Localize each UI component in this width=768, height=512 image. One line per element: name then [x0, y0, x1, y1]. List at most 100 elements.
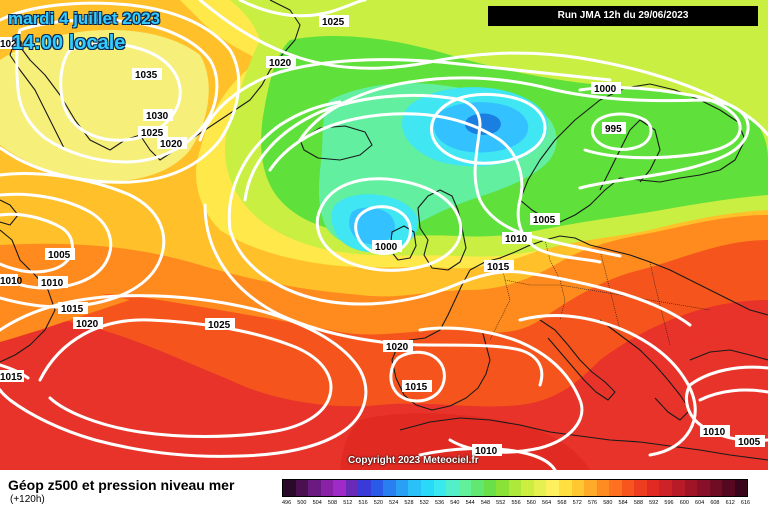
isobar-1015-long	[227, 100, 692, 327]
scale-swatch-8	[383, 480, 396, 496]
svg-text:1030: 1030	[146, 111, 169, 122]
isobar-1010-africa	[418, 446, 557, 470]
svg-text:1020: 1020	[76, 319, 99, 330]
scale-label-14: 552	[496, 500, 506, 506]
forecast-offset: (+120h)	[10, 494, 45, 505]
iso-label-1025-top: 1025	[319, 15, 349, 28]
scale-label-11: 540	[450, 500, 460, 506]
iso-label-1010-denmark: 1010	[502, 232, 532, 245]
run-info-banner: Run JMA 12h du 29/06/2023	[488, 6, 758, 26]
coast-france-iberia	[391, 269, 491, 411]
iso-label-1010-west: 1010	[38, 276, 68, 289]
coast-balkans	[599, 319, 691, 421]
scale-label-16: 560	[526, 500, 536, 506]
scale-swatch-24	[584, 480, 597, 496]
scale-swatch-35	[722, 480, 735, 496]
scale-swatch-22	[559, 480, 572, 496]
scale-swatch-30	[659, 480, 672, 496]
scale-label-6: 520	[373, 500, 383, 506]
scale-swatch-11	[421, 480, 434, 496]
svg-text:1020: 1020	[0, 39, 23, 50]
scale-label-8: 528	[404, 500, 414, 506]
svg-text:1010: 1010	[505, 234, 528, 245]
svg-text:1025: 1025	[322, 17, 345, 28]
iso-label-1005-northsea: 1005	[530, 213, 560, 226]
scale-swatch-6	[358, 480, 371, 496]
scale-swatch-1	[295, 480, 309, 496]
border-europe-4	[649, 261, 671, 346]
svg-text:1020: 1020	[269, 58, 292, 69]
scale-label-24: 592	[649, 500, 659, 506]
scale-swatch-32	[684, 480, 698, 496]
coast-europe-west	[469, 235, 768, 316]
isobar-1025-north	[238, 0, 367, 18]
isobar-1015-iberia-loop	[389, 350, 446, 403]
scale-label-22: 584	[618, 500, 628, 506]
iso-label-1010-east: 1010	[700, 425, 730, 438]
scale-swatch-29	[646, 480, 660, 496]
scale-swatch-20	[533, 480, 547, 496]
svg-text:1010: 1010	[41, 278, 64, 289]
svg-text:1010: 1010	[703, 427, 726, 438]
isobar-1025-atlantic	[38, 318, 333, 438]
iso-label-1015-west: 1015	[58, 302, 88, 315]
scale-label-5: 516	[358, 500, 368, 506]
scale-label-21: 580	[603, 500, 613, 506]
scale-label-17: 564	[542, 500, 552, 506]
scale-swatch-21	[546, 480, 560, 496]
svg-text:1010: 1010	[475, 446, 498, 457]
isobar-1015-mediterranean	[418, 326, 584, 454]
scale-label-13: 548	[480, 500, 491, 506]
scale-swatch-4	[333, 480, 346, 496]
border-europe-1	[489, 257, 511, 341]
coast-canada-east	[0, 229, 56, 363]
iso-label-1005-east: 1005	[735, 435, 765, 448]
scale-swatch-23	[571, 480, 585, 496]
scale-swatch-12	[433, 480, 447, 496]
scale-label-20: 576	[587, 500, 598, 506]
svg-text:1020: 1020	[160, 139, 183, 150]
iso-label-1020-edge: 1020	[0, 37, 23, 50]
svg-text:1005: 1005	[738, 437, 761, 448]
isobar-low-north-sea-ring	[430, 92, 547, 165]
isobar-1005-long	[268, 112, 602, 264]
scale-label-30: 616	[740, 500, 751, 506]
iso-label-1030: 1030	[143, 109, 173, 122]
isobar-1005-east	[698, 388, 768, 402]
scale-swatch-33	[697, 480, 710, 496]
coast-iceland	[299, 125, 373, 161]
scale-label-10: 536	[434, 500, 445, 506]
border-europe-5	[504, 279, 711, 311]
isobar-low-995	[590, 112, 653, 151]
scale-swatch-16	[483, 480, 497, 496]
svg-text:1015: 1015	[0, 372, 23, 383]
iso-label-1000-ireland: 1000	[372, 240, 402, 253]
scale-label-18: 568	[557, 500, 567, 506]
isobar-1015-wave	[198, 58, 612, 142]
scale-swatch-36	[734, 480, 748, 496]
scale-label-28: 608	[710, 500, 720, 506]
isobar-labels: 1025 1020 1035 1030 1025 1020 1020 1000 …	[0, 15, 765, 457]
band-red-africa	[340, 413, 590, 470]
svg-text:995: 995	[605, 124, 622, 135]
coast-italy	[539, 319, 616, 401]
scale-label-2: 504	[312, 500, 322, 506]
scale-label-23: 588	[633, 500, 644, 506]
border-europe-3	[599, 249, 621, 331]
iso-label-1010-edge: 1010	[0, 274, 23, 287]
svg-text:1025: 1025	[141, 128, 164, 139]
iso-label-1015-iberia: 1015	[402, 380, 432, 393]
scale-label-27: 604	[695, 500, 705, 506]
coast-turkey	[689, 349, 768, 361]
scale-label-26: 600	[679, 500, 689, 506]
iso-label-1020-greenland: 1020	[157, 137, 187, 150]
iso-label-1035: 1035	[132, 68, 162, 81]
coast-africa	[399, 417, 768, 461]
band-sky-west	[349, 207, 395, 245]
map-canvas: 1025 1020 1035 1030 1025 1020 1020 1000 …	[0, 0, 768, 470]
iso-label-1000-scandinavia: 1000	[591, 82, 621, 95]
weather-map: 1025 1020 1035 1030 1025 1020 1020 1000 …	[0, 0, 768, 470]
iso-label-1005-west: 1005	[45, 248, 75, 261]
iso-label-995: 995	[602, 122, 626, 135]
scale-label-12: 544	[465, 500, 475, 506]
